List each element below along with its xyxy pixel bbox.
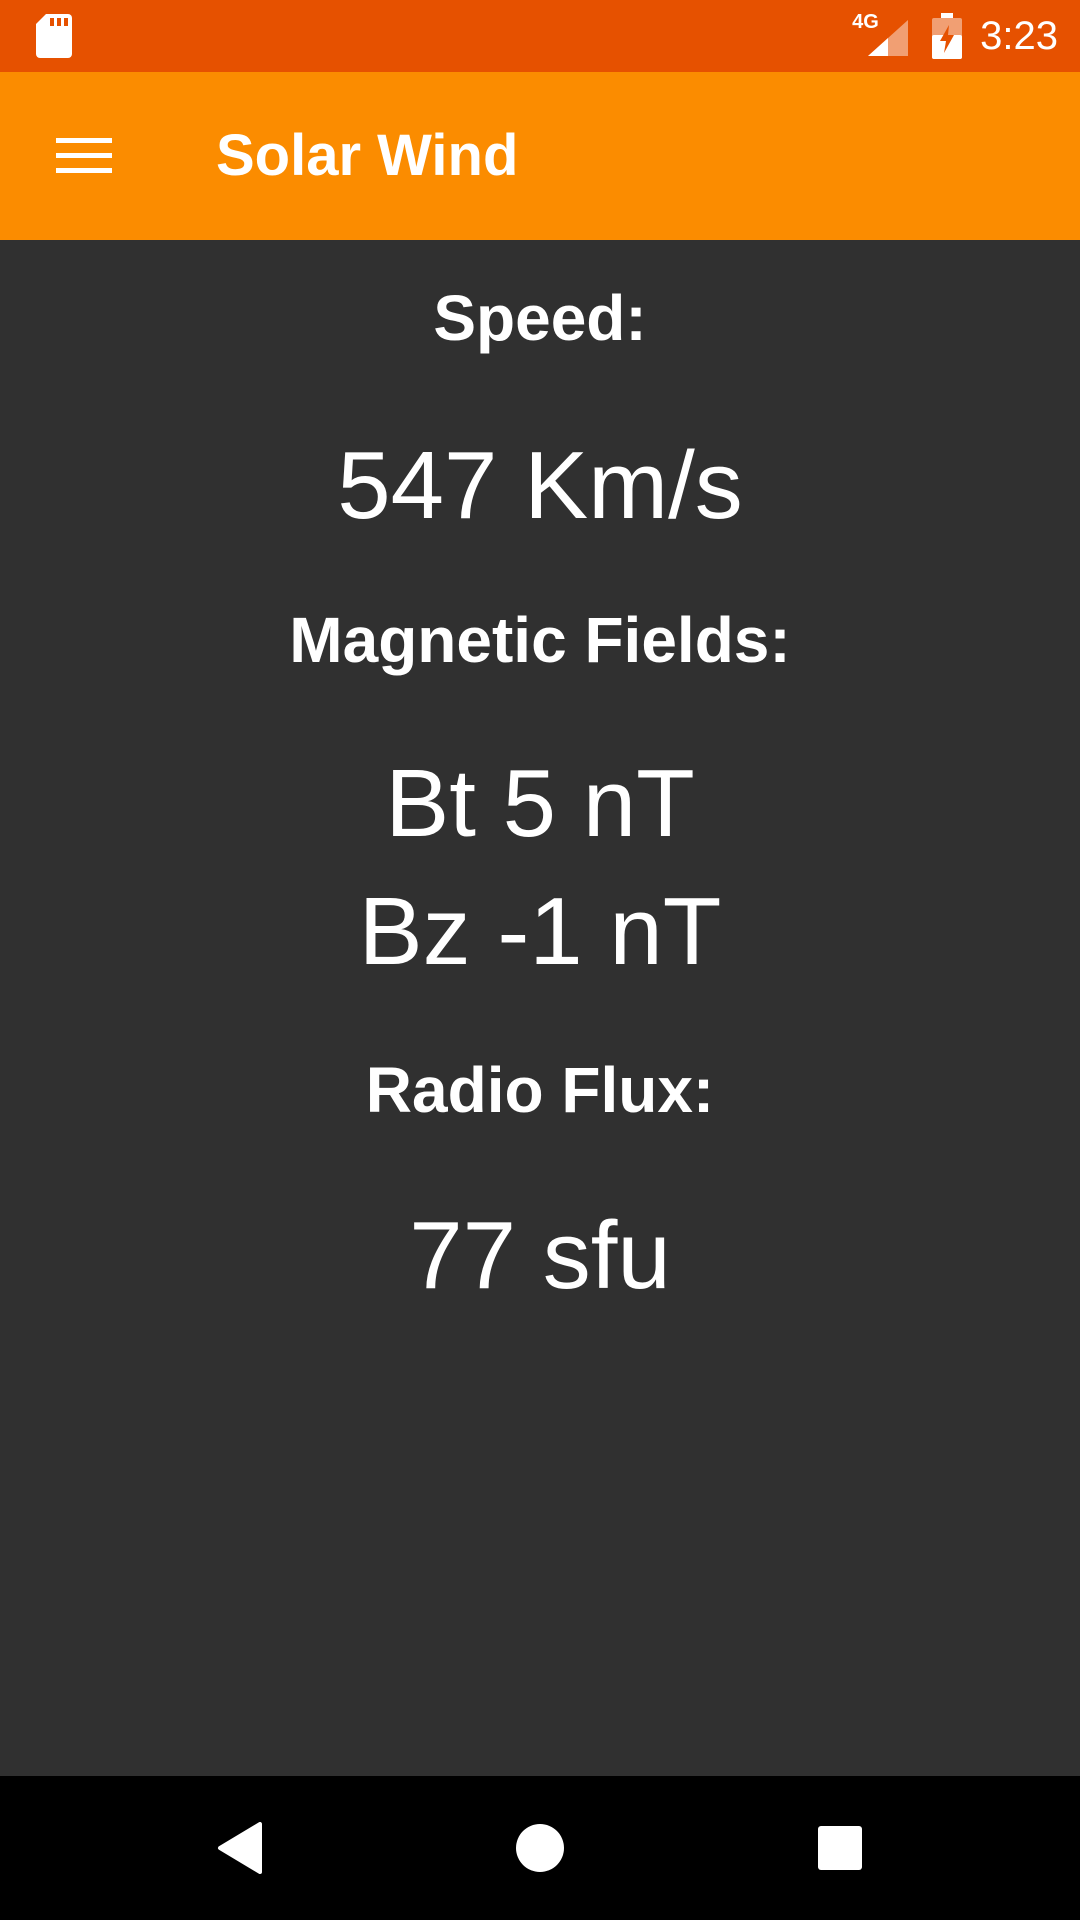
magnetic-fields-label: Magnetic Fields: [289,604,791,676]
status-right-group: 4G 3:23 [852,0,1058,72]
battery-charging-icon [932,13,963,59]
menu-button[interactable] [40,112,128,200]
status-clock: 3:23 [980,14,1058,58]
radio-flux-value: 77 sfu [409,1202,671,1309]
speed-value: 547 Km/s [337,432,743,539]
speed-label: Speed: [433,282,647,354]
home-button[interactable] [496,1804,584,1892]
recents-icon [818,1826,862,1870]
back-button[interactable] [196,1804,284,1892]
status-bar: 4G 3:23 [0,0,1080,72]
sd-card-icon [36,14,72,58]
radio-flux-label: Radio Flux: [365,1054,715,1126]
recents-button[interactable] [796,1804,884,1892]
app-bar: Solar Wind [0,72,1080,240]
cell-signal-icon: 4G [852,12,912,60]
solar-wind-content: Speed: 547 Km/s Magnetic Fields: Bt 5 nT… [0,240,1080,1776]
bt-value: Bt 5 nT [385,750,695,857]
back-icon [218,1822,262,1874]
app-title: Solar Wind [216,123,519,188]
hamburger-menu-icon [56,138,112,173]
network-type-label: 4G [852,11,879,33]
home-icon [516,1824,564,1872]
system-nav-bar [0,1776,1080,1920]
bz-value: Bz -1 nT [358,878,722,985]
